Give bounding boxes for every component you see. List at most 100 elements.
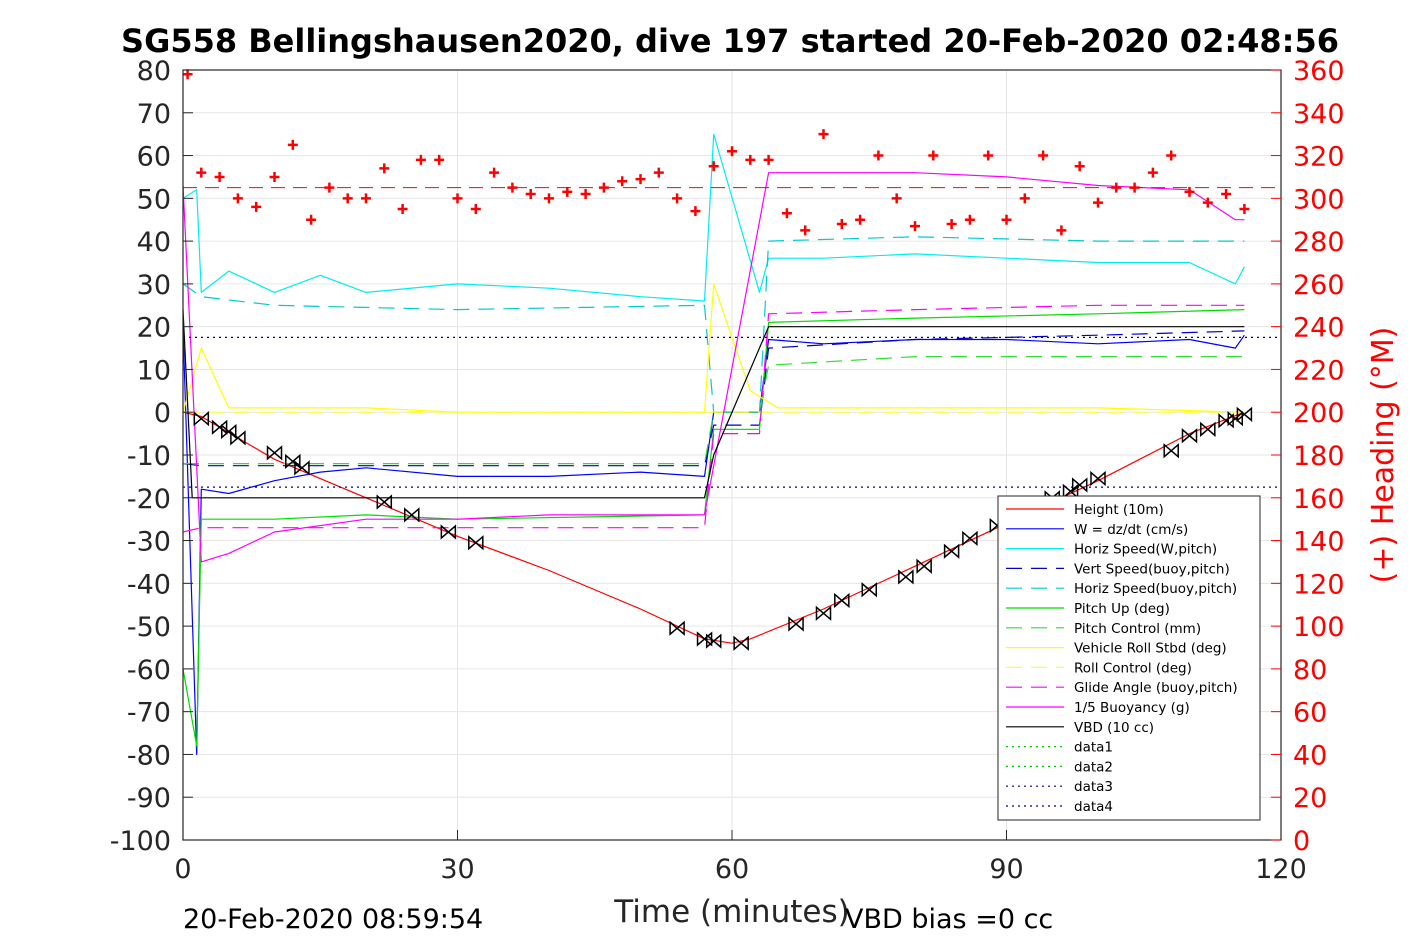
vbd-marker xyxy=(943,543,960,559)
y2-tick-label: 260 xyxy=(1293,270,1345,301)
legend-label: Pitch Control (mm) xyxy=(1074,621,1201,637)
series-line-9 xyxy=(182,304,1245,533)
y-tick-label: 60 xyxy=(137,142,171,173)
heading-point xyxy=(964,214,975,225)
vbd-marker xyxy=(468,535,484,551)
y-tick-label: -10 xyxy=(127,441,171,472)
heading-point xyxy=(1147,167,1158,178)
vbd-marker xyxy=(440,524,457,540)
x-tick-label: 0 xyxy=(174,854,191,885)
heading-point xyxy=(1074,161,1085,172)
heading-point xyxy=(525,189,536,200)
legend-label: VBD (10 cc) xyxy=(1074,720,1154,736)
legend-label: Height (10m) xyxy=(1074,502,1164,518)
heading-point xyxy=(1184,186,1195,197)
y-tick-label: -40 xyxy=(127,569,171,600)
legend-label: Vehicle Roll Stbd (deg) xyxy=(1074,641,1227,657)
y-tick-label: 30 xyxy=(137,270,171,301)
y2-tick-label: 80 xyxy=(1293,655,1327,686)
vbd-marker xyxy=(266,445,283,461)
legend-label: 1/5 Buoyancy (g) xyxy=(1074,700,1190,716)
legend-label: data3 xyxy=(1074,779,1113,795)
y2-tick-label: 340 xyxy=(1293,99,1345,130)
heading-point xyxy=(1093,197,1103,208)
x-axis-label: Time (minutes) xyxy=(613,894,849,930)
series-line-7 xyxy=(182,283,1245,413)
y2-tick-label: 160 xyxy=(1293,484,1345,515)
y2-tick-label: 280 xyxy=(1293,227,1345,258)
heading-point xyxy=(928,150,939,161)
y2-tick-label: 320 xyxy=(1293,142,1345,173)
y2-tick-label: 360 xyxy=(1293,56,1345,87)
heading-point xyxy=(397,204,408,215)
vbd-marker xyxy=(193,411,210,427)
heading-point xyxy=(415,154,426,165)
footer-vbd-bias: VBD bias =0 cc xyxy=(845,904,1053,935)
y-axis-right: 3603403203002802602402202001801601401201… xyxy=(1271,56,1345,857)
series-line-1 xyxy=(182,326,1245,756)
heading-point xyxy=(196,167,207,178)
heading-point xyxy=(544,193,554,204)
heading-point xyxy=(1221,189,1232,200)
heading-point xyxy=(1111,182,1122,193)
heading-point xyxy=(342,193,353,204)
y-tick-label: 0 xyxy=(154,398,171,429)
heading-point xyxy=(653,167,664,178)
x-tick-label: 30 xyxy=(440,854,474,885)
vbd-marker xyxy=(669,620,685,636)
y-axis-left: 80 70 60 50 40 30 20 10 0 -10 -20 -30 -40 -50 -60 -70 -8… xyxy=(110,56,193,857)
heading-point xyxy=(306,214,317,225)
heading-point xyxy=(745,154,756,165)
vbd-marker xyxy=(294,460,310,476)
y-tick-label: -30 xyxy=(127,527,171,558)
y-tick-label: -80 xyxy=(127,740,171,771)
heading-point xyxy=(690,206,701,217)
y2-tick-label: 100 xyxy=(1293,612,1345,643)
y-tick-label: -70 xyxy=(127,698,171,729)
y-tick-label: 20 xyxy=(137,313,171,344)
vbd-marker xyxy=(1090,470,1106,487)
vbd-marker xyxy=(1062,483,1079,499)
heading-point xyxy=(489,167,500,178)
legend-label: data4 xyxy=(1074,799,1113,815)
heading-point xyxy=(251,201,262,212)
heading-point xyxy=(672,193,683,204)
legend-label: data1 xyxy=(1074,740,1113,756)
y2-tick-label: 220 xyxy=(1293,355,1345,386)
y2-tick-label: 20 xyxy=(1293,783,1327,814)
vbd-marker xyxy=(1163,443,1179,459)
heading-point xyxy=(1202,197,1213,208)
legend: Height (10m) W = dz/dt (cm/s) Horiz Speed(… xyxy=(997,495,1261,821)
heading-point xyxy=(361,193,371,204)
y2-axis-label: (+) Heading (°M) xyxy=(1366,327,1401,584)
x-tick-label: 90 xyxy=(989,854,1023,885)
vbd-marker xyxy=(404,507,420,523)
legend-label: W = dz/dt (cm/s) xyxy=(1074,522,1188,538)
heading-point xyxy=(910,221,920,232)
heading-point xyxy=(983,150,994,161)
vbd-marker xyxy=(1200,421,1216,437)
heading-point xyxy=(617,176,628,187)
vbd-marker xyxy=(1071,477,1088,493)
footer-timestamp: 20-Feb-2020 08:59:54 xyxy=(183,904,483,935)
x-axis: 0 30 60 90 120 xyxy=(174,830,1307,885)
heading-point xyxy=(1001,214,1012,225)
y2-tick-label: 140 xyxy=(1293,527,1345,558)
y2-tick-label: 60 xyxy=(1293,698,1327,729)
y-tick-label: -50 xyxy=(127,612,171,643)
heading-point xyxy=(470,204,481,215)
vbd-marker xyxy=(815,605,832,621)
heading-point xyxy=(287,139,298,150)
y2-tick-label: 120 xyxy=(1293,569,1345,600)
heading-point xyxy=(763,154,774,165)
heading-point xyxy=(269,171,280,182)
y2-tick-label: 180 xyxy=(1293,441,1345,472)
vbd-marker xyxy=(1181,428,1198,444)
y2-tick-label: 0 xyxy=(1293,826,1310,857)
legend-label: Glide Angle (buoy,pitch) xyxy=(1074,680,1238,696)
y2-tick-label: 40 xyxy=(1293,740,1327,771)
x-tick-label: 60 xyxy=(715,854,749,885)
y-tick-label: -60 xyxy=(127,655,171,686)
heading-point xyxy=(946,219,957,229)
